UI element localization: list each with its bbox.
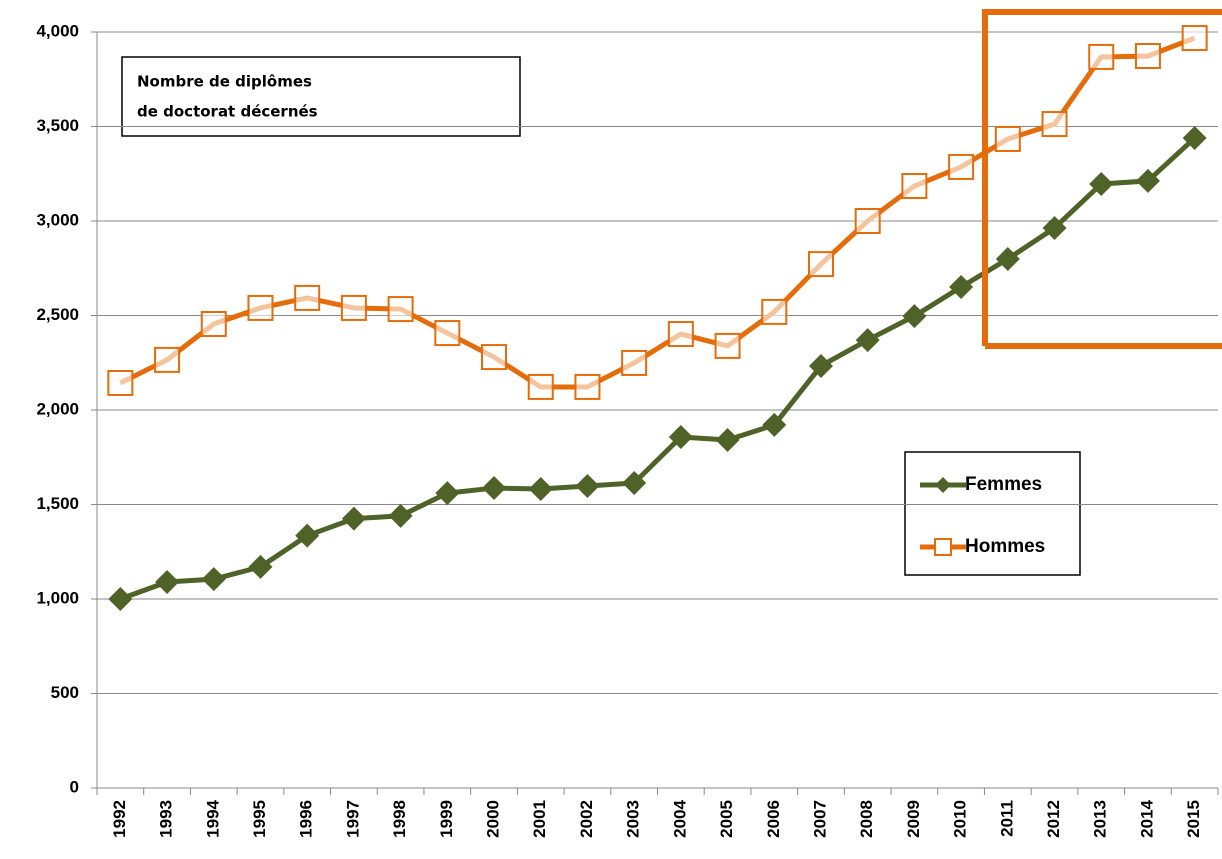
title-box — [121, 56, 521, 137]
marker — [994, 125, 1021, 152]
marker — [248, 554, 273, 579]
y-tick-label: 500 — [51, 683, 79, 702]
marker — [200, 311, 227, 338]
marker — [714, 332, 741, 359]
marker — [107, 369, 134, 396]
series-line — [119, 136, 1197, 602]
y-tick-label: 3,500 — [36, 116, 79, 135]
marker — [621, 349, 648, 376]
x-tick-label: 2014 — [1137, 799, 1156, 837]
x-tick-label: 2006 — [764, 800, 783, 838]
marker — [807, 251, 834, 278]
marker — [761, 298, 788, 325]
legend-marker — [935, 477, 951, 493]
marker — [1181, 25, 1208, 52]
marker — [1182, 126, 1207, 151]
marker — [668, 425, 693, 450]
marker — [901, 173, 928, 200]
y-tick-label: 4,000 — [36, 21, 79, 40]
marker — [949, 274, 974, 299]
legend-label: Hommes — [965, 536, 1045, 557]
marker — [715, 428, 740, 453]
marker — [388, 503, 413, 528]
x-tick-label: 2009 — [904, 800, 923, 838]
marker — [294, 284, 321, 311]
x-tick-label: 2012 — [1044, 800, 1063, 838]
y-tick-label: 1,500 — [36, 494, 79, 513]
x-tick-label: 1999 — [437, 800, 456, 838]
x-tick-label: 1998 — [390, 800, 409, 838]
x-tick-label: 2015 — [1184, 800, 1203, 838]
marker — [1135, 168, 1160, 193]
highlight-frame — [982, 9, 1222, 346]
marker — [574, 373, 601, 400]
chart-title: Nombre de diplômes — [137, 73, 312, 91]
marker — [295, 523, 320, 548]
marker — [1041, 111, 1068, 138]
marker — [340, 294, 367, 321]
x-tick-label: 1995 — [250, 800, 269, 838]
marker — [341, 506, 366, 531]
marker — [201, 567, 226, 592]
x-tick-label: 2013 — [1091, 800, 1110, 838]
marker — [528, 477, 553, 502]
x-tick-label: 1993 — [157, 800, 176, 838]
x-tick-label: 2000 — [484, 800, 503, 838]
x-tick-label: 2011 — [997, 800, 1016, 837]
marker — [527, 373, 554, 400]
marker — [1134, 43, 1161, 70]
marker — [434, 320, 461, 347]
y-tick-label: 0 — [70, 777, 79, 796]
marker — [481, 344, 508, 371]
x-tick-label: 2004 — [670, 799, 689, 837]
y-tick-label: 2,500 — [36, 305, 79, 324]
x-tick-label: 1997 — [343, 800, 362, 838]
marker — [575, 473, 600, 498]
x-tick-label: 1992 — [110, 800, 129, 838]
x-tick-label: 2001 — [530, 800, 549, 838]
y-tick-label: 1,000 — [36, 588, 79, 607]
marker — [482, 476, 507, 501]
marker — [1088, 43, 1115, 70]
marker — [902, 304, 927, 329]
marker — [948, 153, 975, 180]
x-tick-label: 2005 — [717, 800, 736, 838]
marker — [387, 296, 414, 323]
chart-title: de doctorat décernés — [137, 103, 318, 121]
marker — [667, 321, 694, 348]
y-tick-label: 3,000 — [36, 210, 79, 229]
marker — [808, 353, 833, 378]
marker — [1089, 171, 1114, 196]
marker — [995, 246, 1020, 271]
x-tick-label: 2010 — [951, 800, 970, 838]
marker — [108, 587, 133, 611]
x-tick-label: 2003 — [624, 800, 643, 838]
marker — [762, 412, 787, 437]
legend-label: Femmes — [965, 474, 1042, 495]
x-tick-label: 2007 — [810, 800, 829, 838]
marker — [435, 481, 460, 506]
marker — [622, 470, 647, 495]
x-tick-label: 2002 — [577, 800, 596, 838]
marker — [855, 328, 880, 353]
marker — [854, 208, 881, 234]
marker — [154, 346, 181, 373]
x-tick-label: 1996 — [297, 800, 316, 838]
x-tick-label: 2008 — [857, 800, 876, 838]
x-tick-label: 1994 — [203, 799, 222, 837]
marker — [247, 294, 274, 321]
y-tick-label: 2,000 — [36, 399, 79, 418]
marker — [155, 569, 180, 594]
marker — [1042, 215, 1067, 240]
legend-marker — [934, 538, 952, 556]
